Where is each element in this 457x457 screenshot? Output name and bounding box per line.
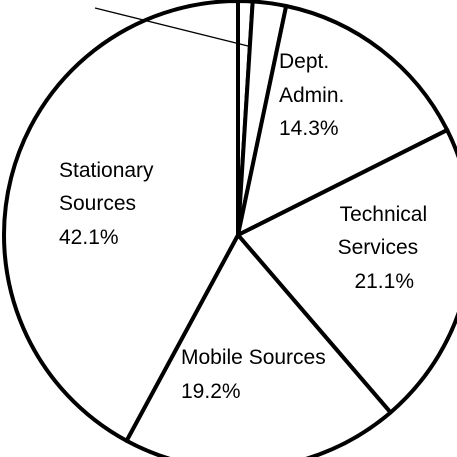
label-technical-services: Technical Services 21.1% <box>338 203 433 293</box>
label-stationary-sources: Stationary Sources 42.1% <box>59 159 159 249</box>
label-mobile-sources: Mobile Sources 19.2% <box>181 346 332 403</box>
pie-slice-mobile-sources <box>124 233 393 457</box>
label-dept-admin: Dept. Admin. 14.3% <box>279 50 350 140</box>
pie-slice-technical-services <box>236 128 457 415</box>
pie-slice-stationary-sources <box>2 0 240 443</box>
pie-slice-dept-admin <box>236 4 450 237</box>
small-slice-leader-line <box>94 7 249 47</box>
